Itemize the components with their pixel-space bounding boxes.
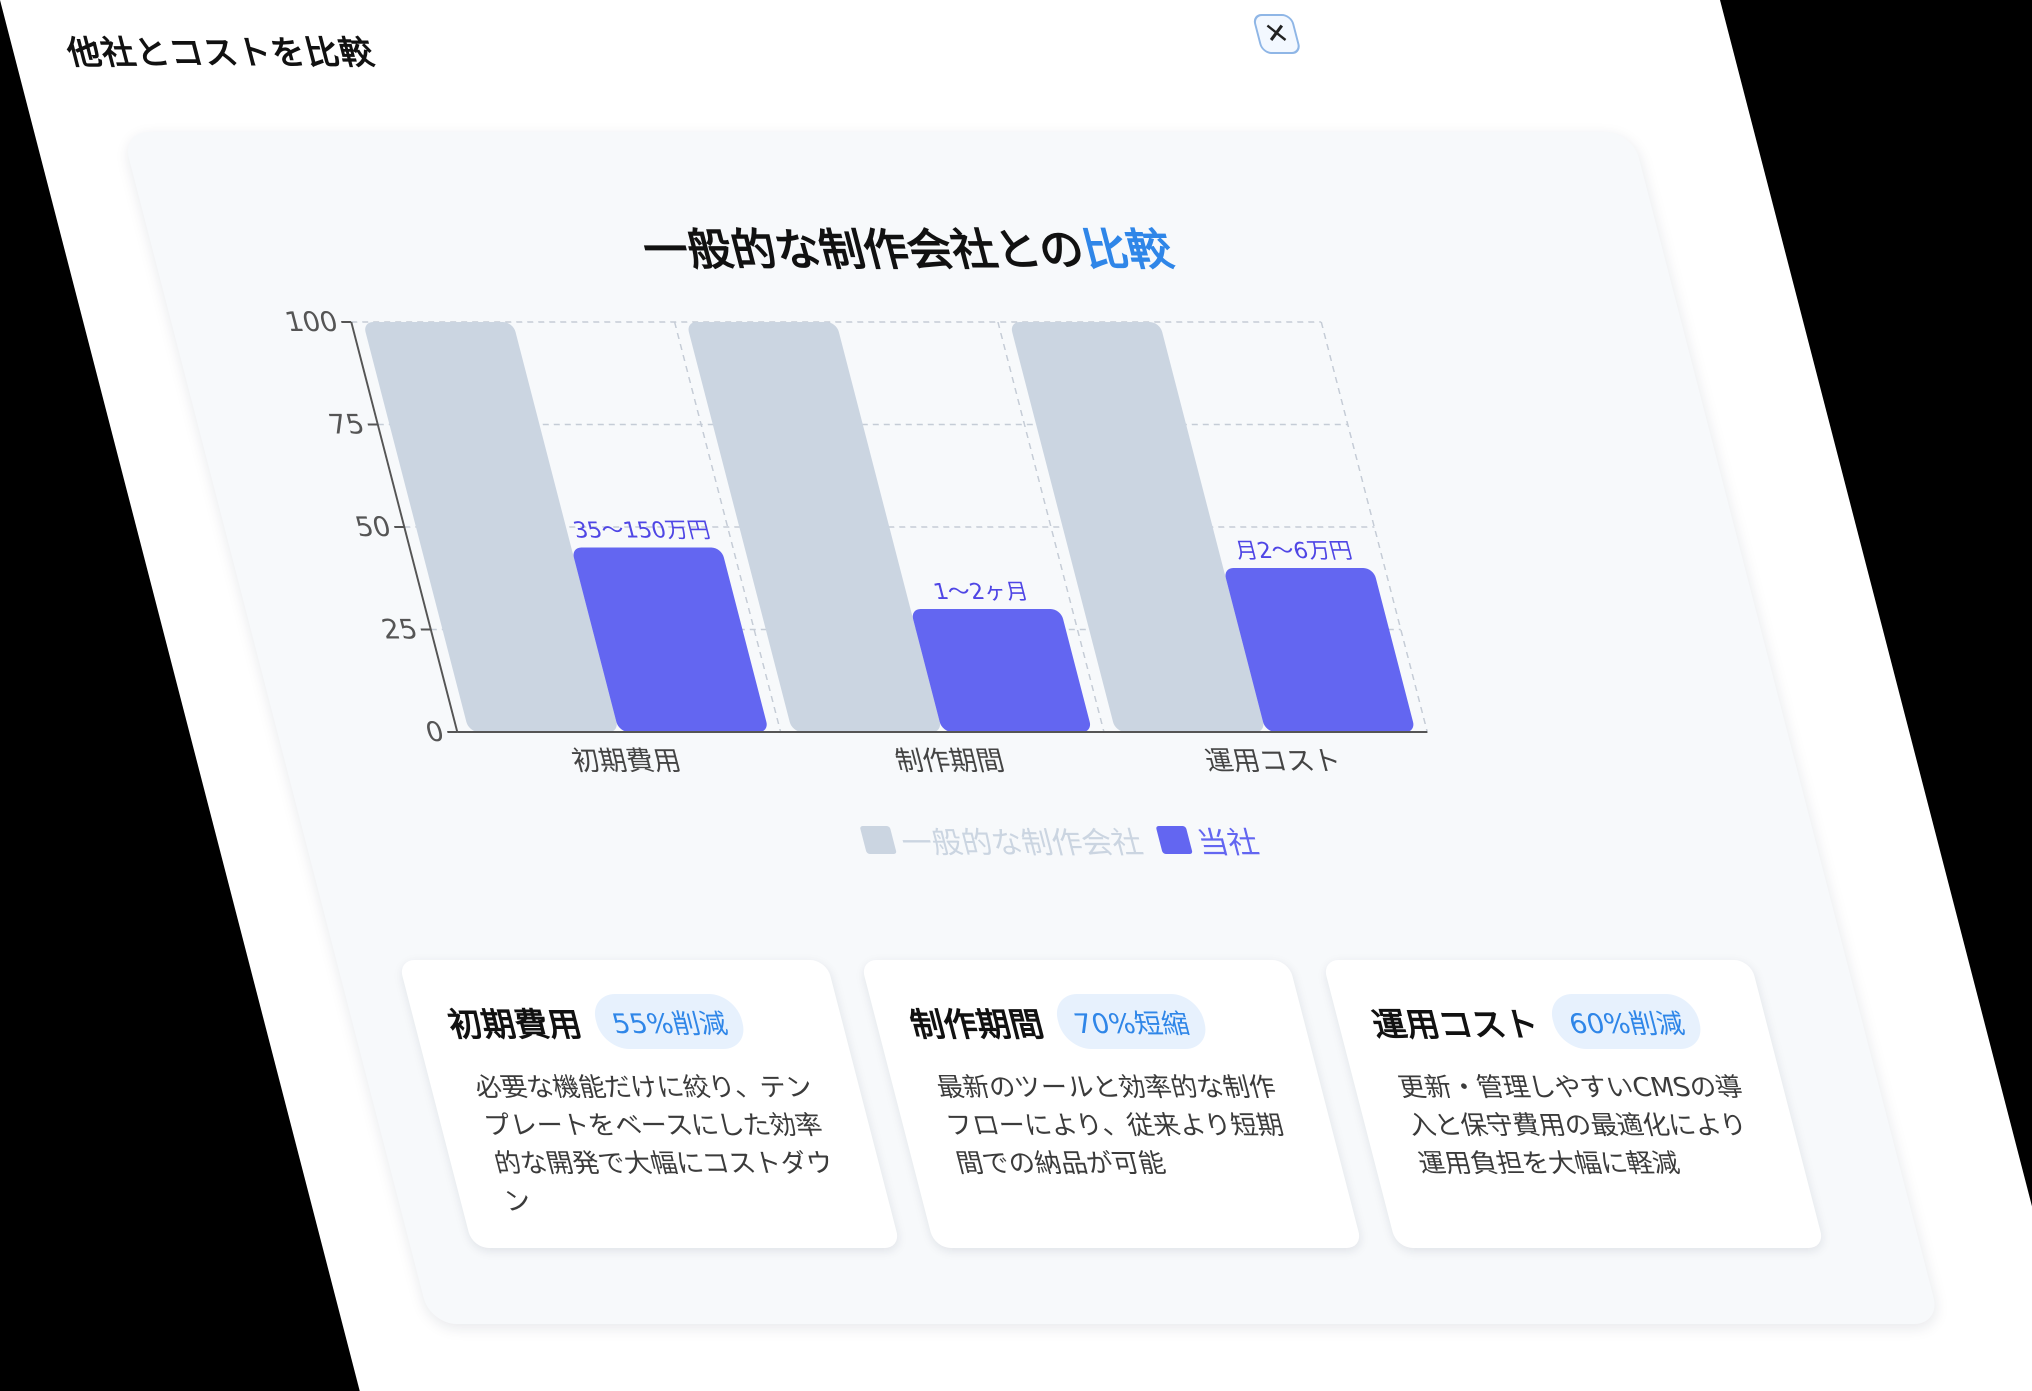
card-running-cost: 運用コスト 60%削減 更新・管理しやすいCMSの導入と保守費用の最適化により運… xyxy=(1322,960,1825,1248)
card-badge: 55%削減 xyxy=(589,994,750,1049)
x-tick-label: 初期費用 xyxy=(569,746,685,776)
grid-line-v xyxy=(673,322,782,732)
card-title: 制作期間 xyxy=(905,1004,1048,1044)
data-label: 1〜2ヶ月 xyxy=(931,579,1032,605)
bar-competitor xyxy=(365,322,617,732)
card-initial-cost: 初期費用 55%削減 必要な機能だけに絞り、テンプレートをベースにした効率的な開… xyxy=(398,960,901,1248)
card-description: 最新のツールと効率的な制作フローにより、従来より短期間での納品が可能 xyxy=(933,1073,1288,1179)
y-tick-label: 50 xyxy=(352,512,394,542)
card-header: 初期費用 55%削減 xyxy=(441,994,815,1049)
close-button[interactable]: ✕ xyxy=(1251,14,1302,54)
chart-legend: 一般的な制作会社 当社 xyxy=(300,818,1821,862)
bar-competitor xyxy=(688,322,941,732)
y-tick-label: 25 xyxy=(379,615,421,645)
card-badge: 70%短縮 xyxy=(1051,994,1212,1049)
grid-line-v xyxy=(997,322,1105,732)
data-label: 35〜150万円 xyxy=(571,518,714,544)
legend-item-competitor[interactable]: 一般的な制作会社 xyxy=(858,818,1147,862)
legend-swatch-ours xyxy=(1155,826,1193,854)
bar-ours xyxy=(912,609,1091,732)
legend-swatch-competitor xyxy=(859,826,897,854)
card-description: 更新・管理しやすいCMSの導入と保守費用の最適化により運用負担を大幅に軽減 xyxy=(1395,1073,1751,1179)
card-description: 必要な機能だけに絞り、テンプレートをベースにした効率的な開発で大幅にコストダウン xyxy=(471,1073,837,1217)
y-tick-label: 75 xyxy=(326,410,368,440)
card-header: 制作期間 70%短縮 xyxy=(903,994,1277,1049)
comparison-panel: 一般的な制作会社との比較 35〜150万円 初期費用 1〜2ヶ月 制作期間 月2〜6万円… xyxy=(122,132,1941,1324)
y-tick-label: 0 xyxy=(422,717,447,747)
card-title: 初期費用 xyxy=(443,1004,586,1044)
legend-label-ours: 当社 xyxy=(1193,826,1263,861)
card-production-period: 制作期間 70%短縮 最新のツールと効率的な制作フローにより、従来より短期間での… xyxy=(860,960,1363,1248)
grid-line-v xyxy=(1320,322,1429,732)
card-badge: 60%削減 xyxy=(1546,994,1707,1049)
bar-ours xyxy=(1225,568,1414,732)
legend-item-ours[interactable]: 当社 xyxy=(1154,818,1263,862)
legend-label-competitor: 一般的な制作会社 xyxy=(897,826,1147,861)
data-label: 月2〜6万円 xyxy=(1233,538,1356,564)
card-header: 運用コスト 60%削減 xyxy=(1365,994,1739,1049)
x-tick-label: 制作期間 xyxy=(892,746,1008,776)
modal-title: 他社とコストを比較 xyxy=(62,33,379,72)
bars xyxy=(365,322,1414,732)
axes xyxy=(341,321,1428,733)
summary-cards: 初期費用 55%削減 必要な機能だけに絞り、テンプレートをベースにした効率的な開… xyxy=(398,960,1862,1248)
y-tick-label: 100 xyxy=(282,307,341,337)
card-title: 運用コスト xyxy=(1367,1004,1543,1044)
x-tick-label: 運用コスト xyxy=(1202,746,1345,776)
bar-ours xyxy=(573,547,767,732)
close-icon: ✕ xyxy=(1260,17,1293,50)
bar-competitor xyxy=(1011,322,1264,732)
